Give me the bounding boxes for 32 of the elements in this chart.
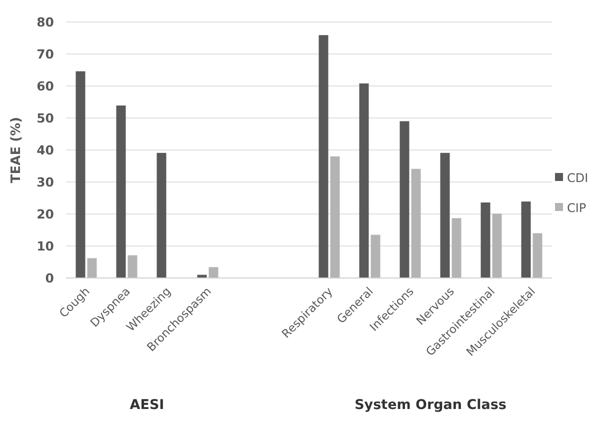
- bar: [359, 83, 369, 278]
- y-tick-label: 40: [36, 142, 54, 158]
- y-tick-label: 0: [45, 270, 54, 286]
- bar: [440, 152, 450, 278]
- bar: [370, 234, 380, 278]
- bar: [532, 233, 542, 278]
- bar: [116, 106, 126, 278]
- y-tick-label: 80: [36, 14, 54, 30]
- y-tick-label: 60: [36, 78, 54, 94]
- legend-label: CDI: [567, 171, 588, 186]
- y-tick-label: 70: [36, 46, 54, 62]
- legend-label: CIP: [567, 201, 586, 216]
- bar: [318, 35, 328, 278]
- y-tick-label: 20: [36, 206, 54, 222]
- bar: [492, 214, 502, 278]
- bar: [452, 218, 462, 278]
- bar: [400, 121, 410, 278]
- bar: [87, 258, 97, 278]
- y-tick-label: 10: [36, 238, 54, 254]
- bar: [76, 71, 86, 278]
- bar: [330, 156, 340, 278]
- text: AESI: [130, 397, 164, 413]
- bar: [156, 152, 166, 278]
- y-tick-label: 50: [36, 110, 54, 126]
- y-axis-title: TEAE (%): [9, 116, 24, 184]
- bar: [208, 267, 218, 278]
- bar: [480, 202, 490, 278]
- y-tick-label: 30: [36, 174, 54, 190]
- bar: [411, 168, 421, 278]
- text: System Organ Class: [354, 397, 506, 413]
- bar: [521, 202, 531, 278]
- bar: [128, 255, 138, 278]
